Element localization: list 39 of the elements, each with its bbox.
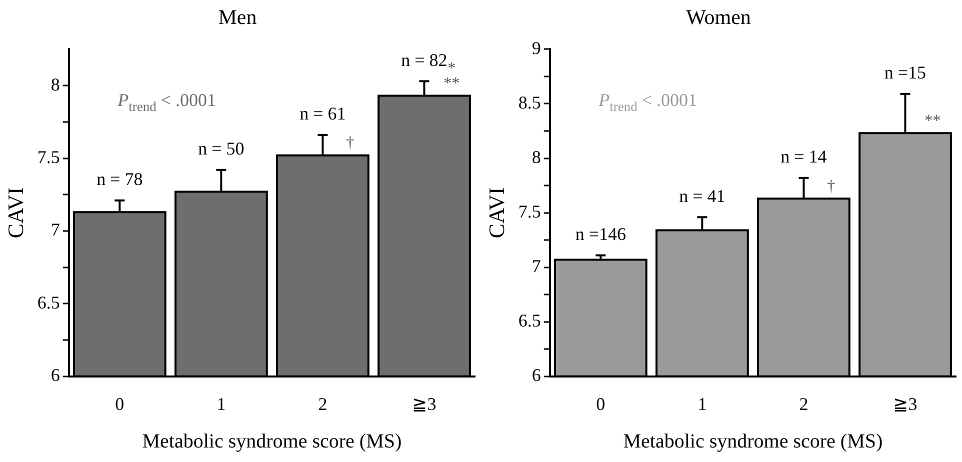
annotation: n =15 [884,62,926,83]
annotation: * [448,60,456,77]
x-tick-label: 1 [216,394,226,414]
y-axis-title: CAVI [2,187,28,238]
x-tick-label: ≧3 [893,394,918,414]
x-tick-label: ≧3 [412,394,436,414]
y-axis-title: CAVI [484,187,509,238]
y-tick-label: 6.5 [518,310,541,331]
annotation: ** [924,112,941,130]
y-tick-label: 7 [50,220,60,240]
x-axis-title: Metabolic syndrome score (MS) [142,430,402,452]
x-axis-title: Metabolic syndrome score (MS) [623,430,883,452]
x-tick-label: 0 [115,394,124,414]
annotation: ** [444,74,460,92]
annotation: n =146 [575,224,626,244]
y-tick-label: 6.5 [37,292,60,312]
x-tick-label: 0 [596,394,606,414]
y-tick-label: 7 [532,256,541,276]
chart-title: Women [686,5,752,30]
y-tick-label: 9 [532,38,541,58]
annotation: n = 82 [401,50,448,70]
chart-title: Men [218,5,258,30]
annotation: n = 50 [198,138,244,159]
annotation: n = 78 [96,169,143,190]
y-tick-label: 7.5 [37,147,60,167]
annotation: n = 14 [780,146,827,167]
y-tick-label: 8 [50,74,60,94]
annotation: n = 61 [300,104,346,124]
y-tick-label: 6 [532,365,541,386]
y-tick-label: 7.5 [518,202,541,222]
annotation: † [346,134,354,152]
annotation: n = 41 [679,186,726,206]
x-tick-label: 1 [698,394,707,414]
x-tick-label: 2 [799,394,808,414]
y-tick-label: 8 [532,147,541,167]
x-tick-label: 2 [318,394,328,414]
y-tick-label: 8.5 [518,92,541,112]
y-tick-label: 6 [50,365,60,386]
annotation: † [827,178,836,195]
